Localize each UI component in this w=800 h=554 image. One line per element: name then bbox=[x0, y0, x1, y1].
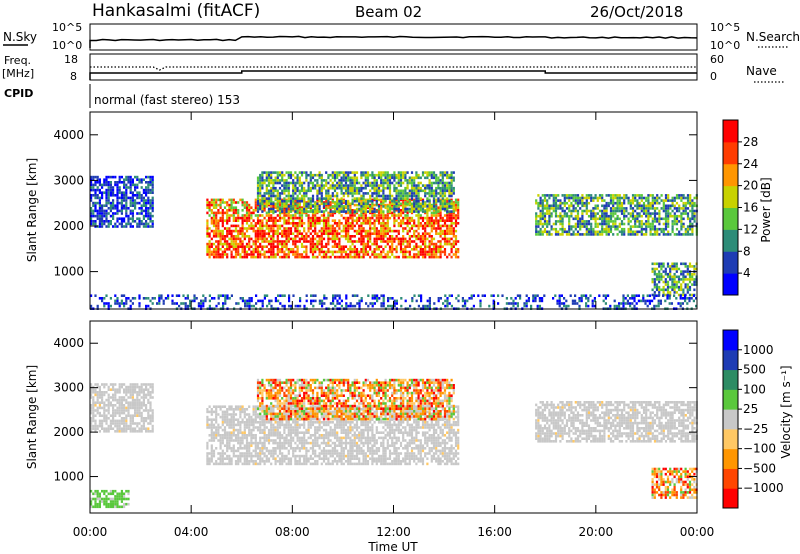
station-title: Hankasalmi (fitACF) bbox=[92, 1, 260, 21]
velocity-ytick-label: 4000 bbox=[53, 336, 84, 350]
velocity-ylabel: Slant Range [km] bbox=[25, 365, 39, 469]
cpid-panel: CPID normal (fast stereo) 153 bbox=[4, 84, 240, 108]
time-tick-label: 08:00 bbox=[275, 525, 310, 539]
nave-tick-top: 60 bbox=[710, 53, 724, 66]
time-tick-label: 20:00 bbox=[579, 525, 614, 539]
power-colorbar-label: Power [dB] bbox=[759, 177, 773, 242]
velocity-ytick-label: 3000 bbox=[53, 381, 84, 395]
power-colorbar-swatch bbox=[723, 207, 738, 230]
velocity-ytick-label: 2000 bbox=[53, 425, 84, 439]
beam-title: Beam 02 bbox=[355, 3, 422, 21]
power-panel: 4000 3000 2000 1000 Slant Range [km] bbox=[25, 111, 698, 310]
freq-tick-top: 18 bbox=[64, 53, 78, 66]
time-tick-label: 04:00 bbox=[174, 525, 209, 539]
velocity-colorbar-swatch bbox=[723, 369, 738, 390]
power-colorbar-swatch bbox=[723, 251, 738, 274]
power-colorbar-swatch bbox=[723, 120, 738, 143]
nsky-label: N.Sky bbox=[3, 30, 37, 44]
power-ytick-label: 3000 bbox=[53, 173, 84, 187]
power-ytick-label: 1000 bbox=[53, 265, 84, 279]
noise-panel: N.Sky 10^5 10^0 10^5 10^0 N.Search bbox=[3, 21, 800, 52]
velocity-colorbar-swatch bbox=[723, 349, 738, 371]
noise-left-tick-bottom: 10^0 bbox=[52, 39, 82, 52]
nave-tick-bottom: 0 bbox=[710, 70, 717, 83]
velocity-data bbox=[90, 378, 698, 509]
noise-right-tick-bottom: 10^0 bbox=[710, 39, 740, 52]
power-colorbar-tick-label: 16 bbox=[743, 201, 758, 215]
velocity-colorbar-swatch bbox=[723, 448, 738, 469]
freq-trace bbox=[89, 70, 697, 80]
freq-panel: Freq. [MHz] 18 8 60 0 Nave bbox=[2, 53, 784, 83]
velocity-colorbar-swatch bbox=[723, 488, 738, 509]
time-axis-label: Time UT bbox=[367, 540, 418, 554]
velocity-ytick-label: 1000 bbox=[53, 470, 84, 484]
freq-tick-bottom: 8 bbox=[70, 70, 77, 83]
time-axis: 00:00 04:00 08:00 12:00 16:00 20:00 00:00 bbox=[73, 112, 715, 539]
velocity-colorbar-swatch bbox=[723, 409, 738, 430]
time-tick-label: 00:00 bbox=[680, 525, 715, 539]
nave-trace bbox=[90, 66, 697, 71]
velocity-colorbar-swatch bbox=[723, 330, 738, 351]
freq-unit-label: [MHz] bbox=[2, 67, 34, 80]
power-colorbar-swatch bbox=[723, 273, 738, 296]
cpid-text: normal (fast stereo) 153 bbox=[94, 93, 240, 107]
cpid-label: CPID bbox=[4, 87, 33, 100]
power-colorbar-tick-label: 12 bbox=[743, 222, 758, 236]
time-tick-label: 00:00 bbox=[73, 525, 108, 539]
noise-trace bbox=[89, 35, 698, 48]
velocity-colorbar-swatch bbox=[723, 389, 738, 410]
date-title: 26/Oct/2018 bbox=[590, 3, 683, 21]
velocity-colorbar: 1000 500 100 25 −25 −100 −500 −1000 bbox=[722, 329, 784, 509]
velocity-colorbar-tick-label: 500 bbox=[743, 363, 766, 377]
power-colorbar-tick-label: 20 bbox=[743, 179, 758, 193]
velocity-colorbar-tick-label: 1000 bbox=[743, 343, 774, 357]
velocity-colorbar-swatch bbox=[723, 468, 738, 489]
velocity-colorbar-tick-label: 25 bbox=[743, 402, 758, 416]
velocity-colorbar-swatch bbox=[723, 428, 738, 450]
power-colorbar-tick-label: 24 bbox=[743, 157, 758, 171]
velocity-colorbar-label: Velocity [m s⁻¹] bbox=[779, 365, 793, 458]
power-colorbar-swatch bbox=[723, 229, 738, 252]
velocity-colorbar-tick-label: −25 bbox=[743, 422, 768, 436]
velocity-colorbar-tick-label: 100 bbox=[743, 382, 766, 396]
velocity-panel: 4000 3000 2000 1000 Slant Range [km] bbox=[25, 320, 698, 514]
noise-right-tick-top: 10^5 bbox=[710, 21, 740, 34]
power-colorbar-tick-label: 28 bbox=[743, 135, 758, 149]
power-colorbar-tick-label: 8 bbox=[743, 244, 751, 258]
time-tick-label: 12:00 bbox=[376, 525, 411, 539]
velocity-colorbar-tick-label: −1000 bbox=[743, 481, 784, 495]
velocity-colorbar-tick-label: −500 bbox=[743, 461, 776, 475]
power-colorbar: 28 24 20 16 12 8 4 bbox=[722, 119, 758, 296]
power-ylabel: Slant Range [km] bbox=[25, 158, 39, 262]
power-data bbox=[90, 171, 698, 310]
power-ytick-label: 2000 bbox=[53, 219, 84, 233]
time-tick-label: 16:00 bbox=[477, 525, 512, 539]
velocity-colorbar-tick-label: −100 bbox=[743, 442, 776, 456]
power-colorbar-tick-label: 4 bbox=[743, 266, 751, 280]
power-ytick-label: 4000 bbox=[53, 128, 84, 142]
power-colorbar-swatch bbox=[723, 141, 738, 165]
power-colorbar-swatch bbox=[723, 163, 738, 187]
noise-left-tick-top: 10^5 bbox=[52, 21, 82, 34]
nave-label: Nave bbox=[746, 64, 777, 78]
freq-label: Freq. bbox=[4, 54, 31, 67]
nsearch-label: N.Search bbox=[746, 30, 800, 44]
power-colorbar-swatch bbox=[723, 185, 738, 208]
